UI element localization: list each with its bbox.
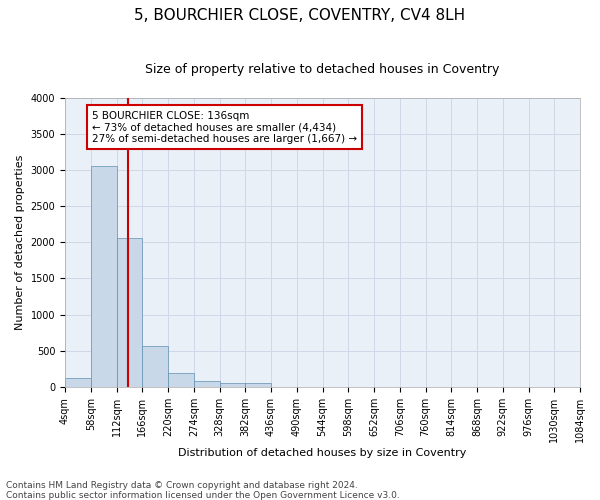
Bar: [194, 381, 220, 387]
Bar: [91, 166, 116, 387]
Text: Contains HM Land Registry data © Crown copyright and database right 2024.: Contains HM Land Registry data © Crown c…: [6, 480, 358, 490]
Bar: [168, 373, 194, 387]
Bar: [220, 384, 245, 387]
Text: 5 BOURCHIER CLOSE: 136sqm
← 73% of detached houses are smaller (4,434)
27% of se: 5 BOURCHIER CLOSE: 136sqm ← 73% of detac…: [92, 110, 357, 144]
Text: 5, BOURCHIER CLOSE, COVENTRY, CV4 8LH: 5, BOURCHIER CLOSE, COVENTRY, CV4 8LH: [134, 8, 466, 22]
Bar: [65, 378, 91, 387]
Y-axis label: Number of detached properties: Number of detached properties: [15, 154, 25, 330]
Title: Size of property relative to detached houses in Coventry: Size of property relative to detached ho…: [145, 62, 500, 76]
Bar: [142, 346, 168, 387]
X-axis label: Distribution of detached houses by size in Coventry: Distribution of detached houses by size …: [178, 448, 467, 458]
Bar: [116, 238, 142, 387]
Bar: [245, 384, 271, 387]
Text: Contains public sector information licensed under the Open Government Licence v3: Contains public sector information licen…: [6, 490, 400, 500]
